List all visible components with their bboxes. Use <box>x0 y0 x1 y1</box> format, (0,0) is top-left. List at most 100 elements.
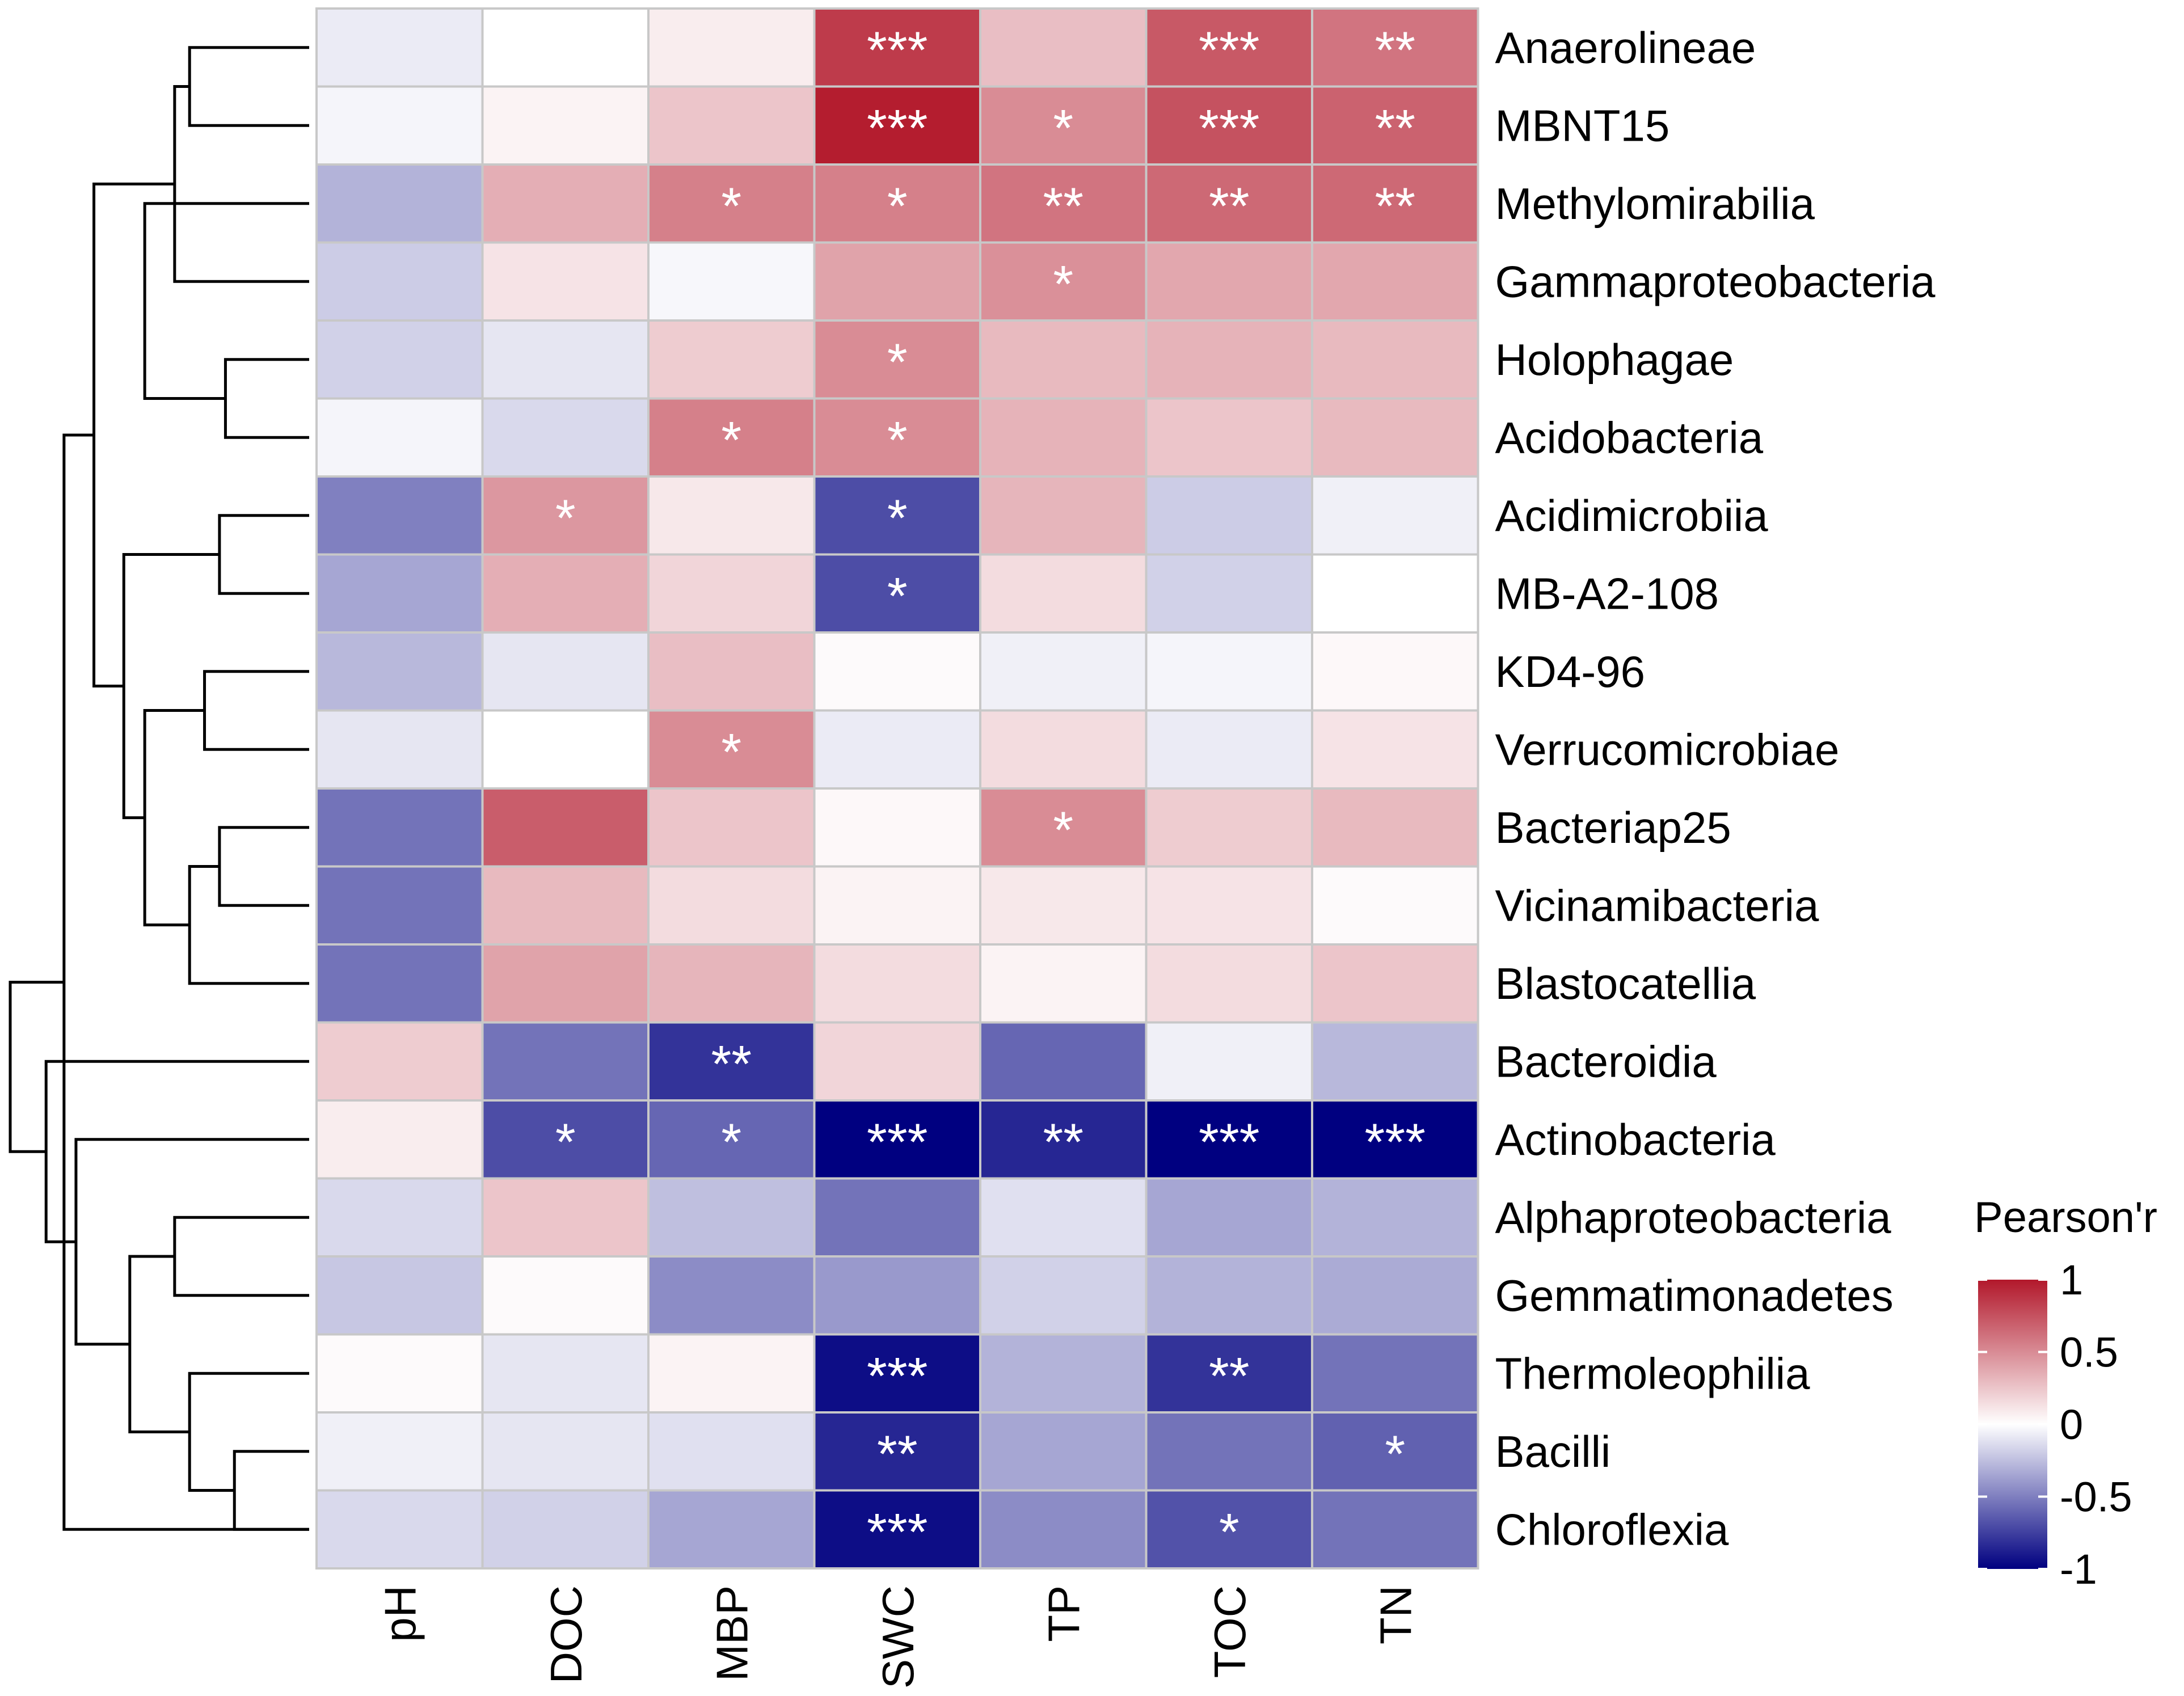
significance-label: * <box>887 334 908 391</box>
heatmap-cell-anaerolineae-doc <box>481 7 650 88</box>
heatmap-cell-holophagae-mbp <box>647 319 816 400</box>
significance-label: *** <box>867 22 927 79</box>
significance-label: ** <box>1209 1347 1250 1405</box>
heatmap-cell-bacteriap25-toc <box>1145 787 1313 868</box>
significance-label: * <box>1053 801 1073 859</box>
heatmap-cell-bacteroidia-ph <box>315 1021 484 1102</box>
heatmap-cell-gammaproteobacteria-tn <box>1311 241 1479 322</box>
significance-label: ** <box>877 1425 918 1483</box>
heatmap-cell-methylomirabilia-ph <box>315 163 484 244</box>
heatmap-cell-acidobacteria-mbp <box>647 397 816 478</box>
heatmap-cell-chloroflexia-tn <box>1311 1489 1479 1570</box>
significance-label: * <box>721 723 741 781</box>
legend-tick-label: 0 <box>2060 1401 2083 1448</box>
heatmap-cell-bacteriap25-swc <box>813 787 981 868</box>
significance-label: *** <box>867 1113 927 1171</box>
significance-label: *** <box>1199 1113 1259 1171</box>
heatmap-cell-bacteroidia-toc <box>1145 1021 1313 1102</box>
heatmap-cell-mb-a2-108-doc <box>481 553 650 634</box>
heatmap-cell-alphaproteobacteria-mbp <box>647 1177 816 1258</box>
heatmap-cell-chloroflexia-doc <box>481 1489 650 1570</box>
heatmap-cell-vicinamibacteria-swc <box>813 865 981 946</box>
legend-tick-label: -0.5 <box>2060 1474 2132 1521</box>
heatmap-cell-chloroflexia-toc <box>1145 1489 1313 1570</box>
heatmap-cell-actinobacteria-swc <box>813 1099 981 1180</box>
heatmap-cell-actinobacteria-tn <box>1311 1099 1479 1180</box>
column-label-swc: SWC <box>873 1585 923 1689</box>
heatmap-cell-alphaproteobacteria-doc <box>481 1177 650 1258</box>
heatmap-cell-bacteriap25-tn <box>1311 787 1479 868</box>
significance-labels: *** *** ***** * *** *** * ** ** ***** ** ******* * **… <box>555 22 1426 1562</box>
row-label-vicinamibacteria: Vicinamibacteria <box>1495 880 1819 930</box>
significance-label: ** <box>1209 178 1250 235</box>
legend-tick-label: -1 <box>2060 1546 2097 1593</box>
heatmap-cell-mb-a2-108-tp <box>979 553 1148 634</box>
heatmap-cell-actinobacteria-toc <box>1145 1099 1313 1180</box>
heatmap-cell-holophagae-doc <box>481 319 650 400</box>
heatmap-cell-bacilli-mbp <box>647 1411 816 1492</box>
heatmap-cell-thermoleophilia-toc <box>1145 1333 1313 1414</box>
significance-label: *** <box>1199 22 1259 79</box>
heatmap-cell-bacteriap25-doc <box>481 787 650 868</box>
heatmap-cell-blastocatellia-toc <box>1145 943 1313 1024</box>
heatmap-cell-blastocatellia-ph <box>315 943 484 1024</box>
heatmap-cell-bacilli-toc <box>1145 1411 1313 1492</box>
heatmap-cell-kd4-96-toc <box>1145 631 1313 712</box>
heatmap-cell-blastocatellia-doc <box>481 943 650 1024</box>
row-label-alphaproteobacteria: Alphaproteobacteria <box>1495 1192 1892 1242</box>
heatmap-cell-acidobacteria-swc <box>813 397 981 478</box>
column-label-doc: DOC <box>541 1585 591 1684</box>
legend-ticks: 1 0.5 0 -0.5 -1 <box>1978 1256 2132 1593</box>
heatmap-cell-gemmatimonadetes-doc <box>481 1255 650 1336</box>
row-label-kd4-96: KD4-96 <box>1495 647 1645 697</box>
column-label-toc: TOC <box>1205 1585 1255 1678</box>
heatmap-cell-mb-a2-108-toc <box>1145 553 1313 634</box>
heatmap-cell-mbnt15-tp <box>979 85 1148 166</box>
heatmap-cell-verrucomicrobiae-tn <box>1311 709 1479 790</box>
heatmap-cell-acidimicrobiia-tp <box>979 475 1148 556</box>
row-dendrogram <box>9 46 309 1531</box>
significance-label: * <box>721 411 741 469</box>
heatmap-cell-kd4-96-tn <box>1311 631 1479 712</box>
heatmap-cell-blastocatellia-swc <box>813 943 981 1024</box>
heatmap-cell-mb-a2-108-tn <box>1311 553 1479 634</box>
heatmap-cell-gemmatimonadetes-swc <box>813 1255 981 1336</box>
heatmap-cell-holophagae-ph <box>315 319 484 400</box>
heatmap-cell-bacteriap25-tp <box>979 787 1148 868</box>
column-label-ph: pH <box>375 1585 425 1642</box>
heatmap-cell-verrucomicrobiae-ph <box>315 709 484 790</box>
heatmap-cell-gammaproteobacteria-toc <box>1145 241 1313 322</box>
heatmap-cell-bacilli-tp <box>979 1411 1148 1492</box>
significance-label: ** <box>1375 178 1415 235</box>
heatmap-cell-methylomirabilia-tn <box>1311 163 1479 244</box>
heatmap-cell-acidobacteria-doc <box>481 397 650 478</box>
heatmap-cell-acidimicrobiia-tn <box>1311 475 1479 556</box>
heatmap-cell-actinobacteria-doc <box>481 1099 650 1180</box>
row-label-acidobacteria: Acidobacteria <box>1495 412 1764 462</box>
heatmap-cell-alphaproteobacteria-swc <box>813 1177 981 1258</box>
significance-label: * <box>555 1113 576 1171</box>
heatmap-cell-alphaproteobacteria-ph <box>315 1177 484 1258</box>
heatmap-cell-acidimicrobiia-mbp <box>647 475 816 556</box>
significance-label: ** <box>711 1035 752 1093</box>
heatmap-cell-chloroflexia-tp <box>979 1489 1148 1570</box>
significance-label: *** <box>1199 99 1259 157</box>
color-legend: Pearson'r 1 0.5 0 -0.5 -1 <box>1974 1193 2157 1593</box>
heatmap-cell-methylomirabilia-tp <box>979 163 1148 244</box>
heatmap-cell-verrucomicrobiae-tp <box>979 709 1148 790</box>
dendrogram-branch <box>143 202 309 400</box>
row-label-bacilli: Bacilli <box>1495 1427 1611 1476</box>
row-label-methylomirabilia: Methylomirabilia <box>1495 179 1815 229</box>
row-label-bacteroidia: Bacteroidia <box>1495 1036 1717 1086</box>
heatmap-cell-verrucomicrobiae-swc <box>813 709 981 790</box>
row-label-chloroflexia: Chloroflexia <box>1495 1504 1729 1554</box>
significance-label: * <box>887 411 908 469</box>
heatmap-cell-anaerolineae-tn <box>1311 7 1479 88</box>
heatmap-cell-chloroflexia-ph <box>315 1489 484 1570</box>
heatmap-cell-acidobacteria-ph <box>315 397 484 478</box>
heatmap-cell-vicinamibacteria-doc <box>481 865 650 946</box>
significance-label: *** <box>867 1503 927 1561</box>
heatmap-cell-bacilli-swc <box>813 1411 981 1492</box>
heatmap-cell-bacteriap25-mbp <box>647 787 816 868</box>
